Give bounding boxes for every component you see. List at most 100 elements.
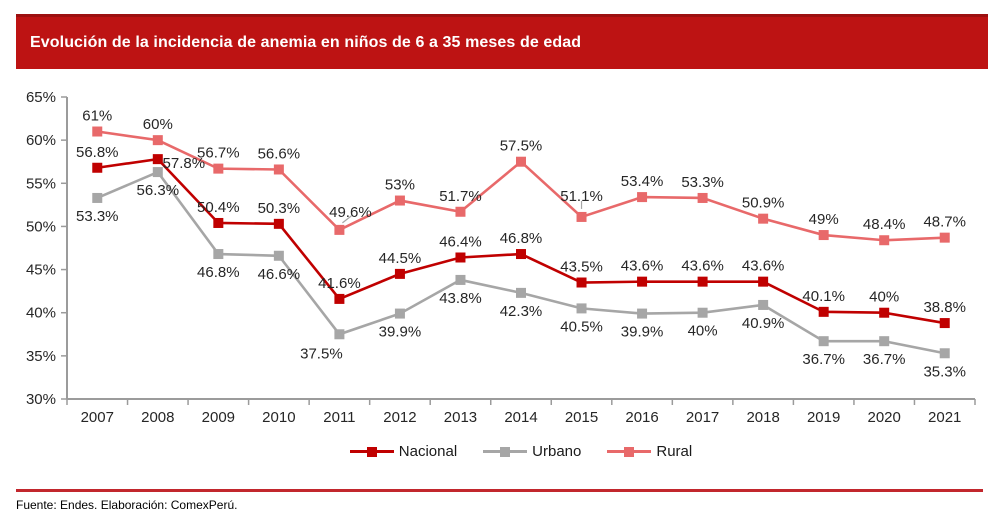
data-point-marker-urbano — [92, 192, 103, 203]
y-tick-label: 60% — [26, 132, 56, 149]
x-tick-label: 2009 — [202, 409, 235, 426]
data-label-rural: 56.7% — [197, 145, 240, 162]
chart-canvas: 30% 35% 40% 45% 50% 55% 60% 65% 2007 2008 2009 2010… — [26, 89, 976, 426]
data-point-marker-urbano — [455, 274, 466, 285]
data-point-marker-nacional — [939, 318, 950, 329]
source-note: Fuente: Endes. Elaboración: ComexPerú. — [16, 498, 238, 512]
data-label-nacional: 43.5% — [560, 259, 603, 276]
data-point-marker-urbano — [939, 348, 950, 359]
y-tick-label: 40% — [26, 305, 56, 322]
data-point-marker-nacional — [455, 252, 466, 263]
data-label-urbano: 39.9% — [379, 324, 422, 341]
x-tick-label: 2013 — [444, 409, 477, 426]
chart-legend: Nacional Urbano Rural — [67, 443, 975, 460]
x-tick-label: 2016 — [625, 409, 658, 426]
y-tick-label: 55% — [26, 175, 56, 192]
data-point-marker-rural — [213, 163, 224, 174]
data-point-marker-nacional — [334, 293, 345, 304]
data-label-rural: 51.1% — [560, 188, 603, 205]
data-point-marker-rural — [879, 235, 890, 246]
data-label-rural: 49.6% — [329, 204, 372, 221]
data-label-urbano: 46.8% — [197, 264, 240, 281]
data-label-rural: 53.4% — [621, 173, 664, 190]
data-point-marker-nacional — [152, 154, 163, 165]
data-label-urbano: 40.9% — [742, 315, 785, 332]
data-label-nacional: 46.8% — [500, 230, 543, 247]
x-tick-label: 2020 — [868, 409, 901, 426]
chart-title: Evolución de la incidencia de anemia en … — [30, 34, 582, 51]
data-label-rural: 51.7% — [439, 188, 482, 205]
data-point-marker-nacional — [697, 276, 708, 287]
data-point-marker-nacional — [273, 218, 284, 229]
data-label-urbano: 53.3% — [76, 208, 119, 225]
data-label-rural: 48.7% — [923, 214, 966, 231]
x-tick-label: 2019 — [807, 409, 840, 426]
data-label-urbano: 43.8% — [439, 290, 482, 307]
legend-marker-rural — [607, 446, 652, 457]
data-point-marker-rural — [939, 232, 950, 243]
data-label-urbano: 40.5% — [560, 318, 603, 335]
data-label-urbano: 46.6% — [258, 266, 301, 283]
data-point-marker-nacional — [879, 307, 890, 318]
data-point-marker-urbano — [213, 249, 224, 260]
data-label-nacional: 40% — [869, 289, 899, 306]
data-point-marker-nacional — [818, 306, 829, 317]
data-label-nacional: 57.8% — [163, 155, 206, 172]
data-label-nacional: 56.8% — [76, 144, 119, 161]
data-point-marker-nacional — [516, 249, 526, 260]
x-tick-label: 2012 — [383, 409, 416, 426]
data-label-urbano: 56.3% — [137, 182, 180, 199]
data-point-marker-rural — [152, 135, 163, 146]
data-label-rural: 53.3% — [681, 174, 724, 191]
data-point-marker-urbano — [576, 303, 587, 314]
legend-item-rural: Rural — [607, 443, 692, 460]
data-point-marker-rural — [758, 213, 769, 224]
data-point-marker-urbano — [637, 308, 648, 319]
data-point-marker-urbano — [758, 299, 769, 310]
data-point-marker-nacional — [213, 217, 224, 228]
data-label-urbano: 35.3% — [923, 363, 966, 380]
label-leader-line — [342, 215, 352, 224]
x-tick-label: 2010 — [262, 409, 295, 426]
x-tick-label: 2015 — [565, 409, 598, 426]
data-label-rural: 48.4% — [863, 216, 906, 233]
data-label-urbano: 40% — [688, 323, 718, 340]
data-point-marker-rural — [637, 192, 648, 203]
y-tick-label: 45% — [26, 262, 56, 279]
footer-divider — [16, 489, 983, 492]
data-label-nacional: 44.5% — [379, 250, 422, 267]
data-point-marker-urbano — [516, 287, 526, 298]
data-label-rural: 56.6% — [258, 145, 301, 162]
data-point-marker-nacional — [637, 276, 648, 287]
legend-label: Rural — [656, 443, 693, 460]
x-tick-label: 2014 — [504, 409, 537, 426]
x-tick-label: 2021 — [928, 409, 961, 426]
data-label-rural: 57.5% — [500, 138, 543, 155]
data-label-nacional: 50.4% — [197, 199, 240, 216]
data-label-nacional: 43.6% — [681, 258, 724, 275]
data-point-marker-rural — [697, 192, 708, 203]
data-point-marker-rural — [576, 211, 587, 222]
data-label-nacional: 43.6% — [742, 258, 785, 275]
data-point-marker-rural — [818, 230, 829, 241]
data-point-marker-nacional — [394, 268, 405, 279]
y-tick-label: 30% — [26, 391, 56, 408]
data-label-nacional: 41.6% — [318, 275, 361, 292]
data-label-nacional: 50.3% — [258, 200, 301, 217]
x-tick-label: 2018 — [746, 409, 779, 426]
data-label-urbano: 36.7% — [802, 351, 845, 368]
data-label-nacional: 43.6% — [621, 258, 664, 275]
data-point-marker-urbano — [394, 308, 405, 319]
legend-label: Urbano — [532, 443, 582, 460]
y-tick-label: 65% — [26, 89, 56, 106]
x-tick-label: 2007 — [81, 409, 114, 426]
data-label-rural: 53% — [385, 177, 415, 194]
data-point-marker-urbano — [818, 336, 829, 347]
data-label-rural: 50.9% — [742, 195, 785, 212]
data-label-urbano: 36.7% — [863, 351, 906, 368]
y-tick-label: 35% — [26, 348, 56, 365]
chart-title-bar: Evolución de la incidencia de anemia en … — [16, 14, 988, 69]
data-point-marker-nacional — [576, 277, 587, 288]
data-point-marker-urbano — [697, 307, 708, 318]
data-point-marker-urbano — [879, 336, 890, 347]
